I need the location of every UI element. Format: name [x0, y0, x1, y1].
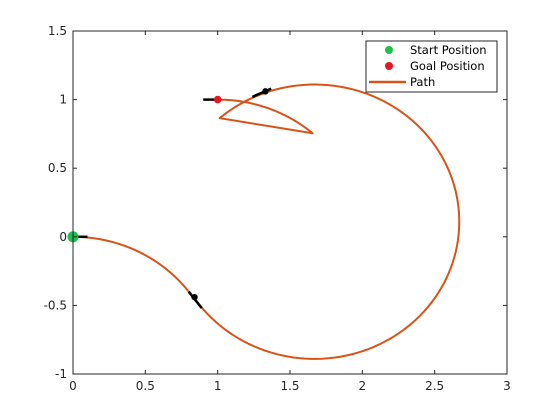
x-tick-label: 2.5 — [425, 379, 444, 393]
waypoint-marker — [191, 293, 198, 301]
legend-swatch — [385, 46, 393, 54]
x-tick-label: 3 — [503, 379, 511, 393]
x-tick-label: 1.5 — [280, 379, 299, 393]
legend-label: Start Position — [410, 43, 487, 57]
x-tick-label: 0.5 — [136, 379, 155, 393]
y-tick-label: 0.5 — [48, 161, 67, 175]
legend-label: Goal Position — [410, 59, 485, 73]
legend-label: Path — [410, 75, 435, 89]
x-tick-label: 2 — [359, 379, 367, 393]
x-tick-label: 1 — [214, 379, 222, 393]
legend: Start Position Goal Position Path — [365, 40, 498, 93]
waypoint-marker — [262, 88, 269, 95]
legend-swatch — [385, 62, 393, 70]
goal-position-marker — [213, 95, 222, 104]
y-tick-label: -1 — [55, 367, 67, 381]
y-tick-label: -0.5 — [44, 298, 67, 312]
y-tick-label: 0 — [59, 230, 67, 244]
marker-layer — [67, 88, 269, 301]
x-tick-label: 0 — [69, 379, 77, 393]
path-layer — [73, 83, 461, 360]
axes: 0 0.5 1 1.5 2 2.5 3 -1 -0.5 0 0.5 1 1.5 — [44, 24, 511, 393]
path-series-line — [73, 83, 461, 360]
y-tick-label: 1 — [59, 93, 67, 107]
y-tick-label: 1.5 — [48, 24, 67, 38]
